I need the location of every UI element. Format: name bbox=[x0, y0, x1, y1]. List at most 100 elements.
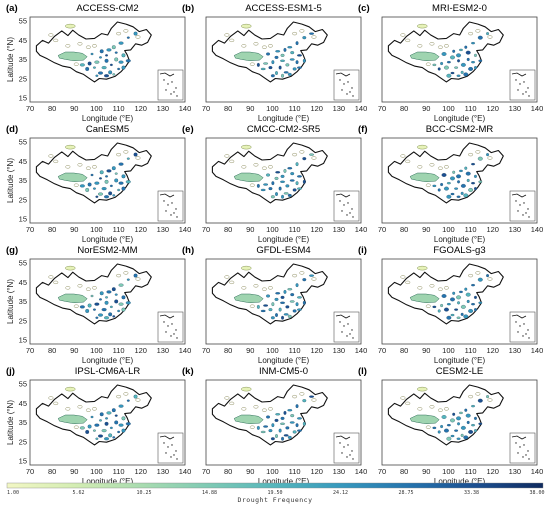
drought-region-patch bbox=[256, 62, 260, 67]
y-tick-label: 25 bbox=[19, 316, 27, 325]
y-tick-label: 15 bbox=[19, 457, 27, 466]
x-tick-label: 110 bbox=[465, 346, 477, 355]
drought-region-patch bbox=[109, 184, 113, 188]
drought-region-patch bbox=[468, 188, 474, 192]
x-tick-label: 90 bbox=[422, 467, 430, 476]
inset-island bbox=[339, 79, 341, 81]
inset-island bbox=[527, 450, 529, 452]
inset-island bbox=[351, 329, 353, 331]
drought-region-outline bbox=[135, 35, 141, 39]
drought-region-patch bbox=[466, 57, 470, 61]
drought-region-patch bbox=[98, 434, 103, 438]
drought-region-patch bbox=[118, 181, 124, 185]
inset-island bbox=[171, 81, 173, 83]
drought-region-patch bbox=[275, 313, 278, 317]
inset-island bbox=[176, 216, 178, 218]
drought-region-outline bbox=[268, 407, 273, 411]
drought-region-patch bbox=[105, 296, 108, 299]
drought-region-patch bbox=[114, 178, 119, 183]
x-tick-label: 90 bbox=[422, 225, 430, 234]
drought-region-patch bbox=[99, 412, 104, 417]
x-tick-label: 110 bbox=[289, 104, 301, 113]
x-tick-label: 90 bbox=[70, 104, 78, 113]
inset-island bbox=[165, 89, 167, 91]
drought-region-patch bbox=[104, 74, 109, 78]
drought-region-patch bbox=[297, 296, 302, 299]
drought-region-patch bbox=[79, 305, 85, 309]
drought-region-patch bbox=[459, 48, 463, 52]
drought-region-patch bbox=[109, 426, 113, 430]
drought-region-patch bbox=[268, 308, 273, 312]
drought-region-large bbox=[57, 51, 88, 62]
inset-island bbox=[522, 214, 524, 216]
drought-region-patch bbox=[278, 307, 282, 312]
south-china-sea-inset bbox=[509, 69, 536, 101]
x-axis-label: Longitude (°E) bbox=[434, 114, 486, 123]
inset-coastline bbox=[335, 72, 351, 77]
drought-region-patch bbox=[283, 192, 289, 195]
inset-island bbox=[349, 454, 351, 456]
drought-region-patch bbox=[121, 295, 126, 300]
drought-region-outline bbox=[229, 38, 235, 43]
drought-region-patch bbox=[94, 302, 100, 306]
drought-region-patch bbox=[463, 193, 469, 198]
inset-island bbox=[352, 95, 354, 97]
panel-letter: (g) bbox=[6, 245, 18, 256]
drought-region-patch bbox=[477, 277, 483, 282]
panel-title: GFDL-ESM4 bbox=[256, 245, 310, 256]
drought-region-patch bbox=[441, 415, 447, 419]
inset-island bbox=[346, 93, 348, 95]
drought-region-patch bbox=[450, 418, 455, 423]
drought-region-patch bbox=[446, 436, 452, 441]
colorbar-tick: 28.75 bbox=[398, 490, 413, 496]
drought-region-patch bbox=[99, 291, 104, 296]
map-panel: (k) INM-CM5-0 70 80 90 100 110 120 130 140 Longitu… bbox=[182, 366, 367, 486]
drought-region-patch bbox=[289, 179, 295, 182]
drought-region-outline bbox=[400, 154, 406, 158]
drought-region-outline bbox=[475, 29, 481, 33]
inset-island bbox=[525, 91, 527, 93]
drought-region-patch bbox=[441, 294, 447, 298]
drought-region-outline bbox=[48, 275, 54, 279]
drought-region-patch bbox=[111, 287, 116, 292]
x-tick-label: 130 bbox=[333, 104, 346, 113]
drought-region-patch bbox=[87, 303, 92, 308]
x-tick-label: 130 bbox=[333, 346, 346, 355]
drought-region-outline bbox=[53, 159, 59, 164]
drought-region-outline bbox=[224, 154, 230, 158]
drought-region-patch bbox=[302, 157, 307, 161]
drought-region-patch bbox=[270, 316, 275, 320]
x-tick-label: 90 bbox=[70, 467, 78, 476]
drought-region-patch bbox=[87, 61, 92, 66]
drought-region-patch bbox=[302, 179, 306, 184]
drought-region-patch bbox=[478, 180, 483, 183]
drought-region-outline bbox=[77, 405, 83, 409]
drought-region-patch bbox=[460, 183, 466, 188]
inset-island bbox=[525, 454, 527, 456]
drought-region-outline bbox=[292, 152, 298, 157]
x-tick-label: 80 bbox=[224, 225, 232, 234]
inset-island bbox=[522, 93, 524, 95]
drought-region-patch bbox=[285, 305, 290, 309]
drought-region-patch bbox=[85, 309, 90, 313]
inset-island bbox=[517, 89, 519, 91]
drought-region-patch bbox=[463, 314, 469, 319]
inset-island bbox=[170, 456, 172, 458]
panel-letter: (b) bbox=[182, 3, 194, 14]
drought-region-patch bbox=[117, 188, 121, 192]
colorbar-tick: 14.88 bbox=[202, 490, 217, 496]
drought-region-north bbox=[241, 265, 252, 271]
drought-region-patch bbox=[133, 31, 138, 36]
drought-region-patch bbox=[283, 434, 289, 437]
x-tick-label: 110 bbox=[113, 225, 125, 234]
x-tick-label: 100 bbox=[442, 104, 455, 113]
y-tick-label: 55 bbox=[19, 259, 27, 268]
drought-region-patch bbox=[92, 187, 96, 190]
map-panel: (a) ACCESS-CM2 55 45 35 25 15 Latitude (°N) 70 80… bbox=[6, 3, 191, 123]
drought-region-outline bbox=[299, 392, 305, 396]
x-tick-label: 70 bbox=[26, 104, 34, 113]
drought-region-patch bbox=[99, 419, 102, 422]
drought-region-patch bbox=[87, 182, 92, 187]
drought-region-patch bbox=[292, 430, 297, 434]
drought-region-patch bbox=[99, 298, 102, 301]
